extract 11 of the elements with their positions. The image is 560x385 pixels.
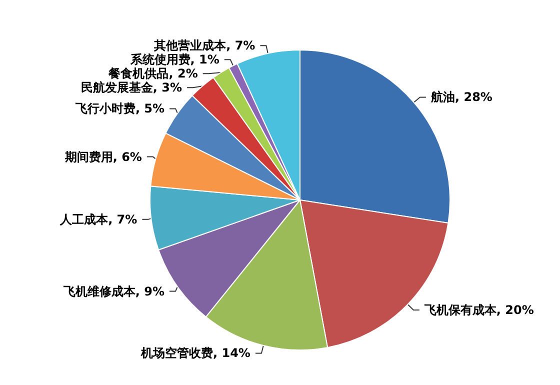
slice-label: 飞行小时费, 5% bbox=[74, 102, 165, 116]
slice-label: 民航发展基金, 3% bbox=[80, 80, 182, 95]
slice-label: 餐食机供品, 2% bbox=[108, 66, 198, 81]
slice-label: 系统使用费, 1% bbox=[129, 52, 220, 67]
slice-label: 航油, 28% bbox=[430, 90, 492, 104]
slice-label: 人工成本, 7% bbox=[59, 212, 138, 226]
slice-label: 期间费用, 6% bbox=[64, 150, 142, 164]
slice-label: 其他营业成本, 7% bbox=[153, 38, 256, 53]
slice-label: 机场空管收费, 14% bbox=[140, 346, 250, 360]
slice-label: 飞机保有成本, 20% bbox=[423, 302, 534, 317]
slice-label: 飞机维修成本, 9% bbox=[62, 284, 164, 298]
